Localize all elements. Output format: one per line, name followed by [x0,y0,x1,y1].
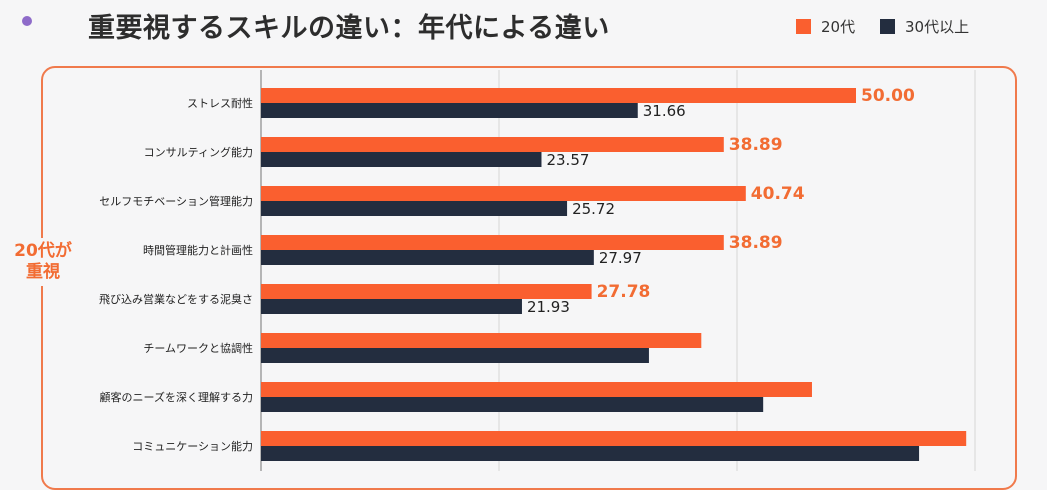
bar-30s-plus [261,201,568,216]
bar-30s-plus [261,446,920,461]
bar-30s-plus [261,397,764,412]
chart-title: 重要視するスキルの違い：年代による違い [88,13,610,44]
legend-swatch-30s [880,19,895,34]
bar-30s-plus [261,348,649,363]
bar-20s [261,235,724,250]
category-label: セルフモチベーション管理能力 [99,194,253,208]
legend-item-30s: 30代以上 [880,16,969,37]
bar-chart: ストレス耐性 50.00 31.66 コンサルティング能力 38.89 23.57 セルフモ… [99,70,976,471]
value-label-20s: 27.78 [597,282,651,302]
value-label-30s-plus: 21.93 [527,298,570,316]
category-label: コミュニケーション能力 [132,439,253,453]
annotation-line-2: 重視 [26,262,60,282]
value-label-20s: 50.00 [861,86,915,106]
bar-20s [261,137,724,152]
annotation-20s-emphasis: 20代が 重視 [6,238,80,286]
legend-swatch-20s [796,19,811,34]
value-label-20s: 38.89 [729,135,783,155]
category-label: ストレス耐性 [187,96,253,110]
legend-label-20s: 20代 [821,18,856,36]
category-label: チームワークと協調性 [143,341,253,355]
bar-20s [261,88,856,103]
bar-20s [261,333,702,348]
bar-20s [261,431,967,446]
bar-30s-plus [261,103,638,118]
category-label: 顧客のニーズを深く理解する力 [100,390,253,404]
bullet-dot [22,16,32,26]
annotation-line-1: 20代が [14,241,72,261]
bar-20s [261,284,592,299]
legend-item-20s: 20代 [796,16,855,37]
bar-30s-plus [261,152,542,167]
bar-30s-plus [261,250,594,265]
value-label-30s-plus: 23.57 [546,151,589,169]
category-label: 飛び込み営業などをする泥臭さ [99,292,253,306]
bar-20s [261,382,812,397]
value-label-30s-plus: 25.72 [572,200,615,218]
legend-label-30s: 30代以上 [905,18,970,36]
bar-20s [261,186,746,201]
category-label: コンサルティング能力 [144,145,253,159]
category-label: 時間管理能力と計画性 [143,243,253,257]
bar-30s-plus [261,299,522,314]
value-label-30s-plus: 27.97 [599,249,642,267]
value-label-30s-plus: 31.66 [643,102,686,120]
value-label-20s: 38.89 [729,233,783,253]
value-label-20s: 40.74 [751,184,805,204]
